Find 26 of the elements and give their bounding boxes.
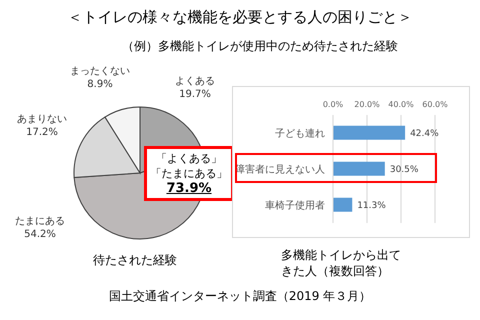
callout-box: 「よくある」 「たまにある」 73.9%	[144, 146, 234, 201]
text: 国土交通省インターネット調査（2019 年３月）	[108, 288, 372, 305]
data-label: 17.2%	[26, 127, 58, 138]
x-axis-title: 多機能トイレから出てきた人（複数回答）	[281, 247, 402, 279]
text: 待たされた経験	[92, 252, 178, 269]
x-tick-label: 40.0%	[388, 100, 414, 109]
data-label: 42.4%	[410, 128, 440, 139]
x-tick-label: 60.0%	[422, 100, 448, 109]
slice-label: たまにある	[15, 216, 65, 227]
x-tick-label: 0.0%	[322, 100, 344, 109]
data-label: 30.5%	[390, 164, 419, 175]
data-label: 54.2%	[24, 229, 56, 240]
bar	[333, 162, 385, 176]
data-label: 11.3%	[357, 200, 386, 211]
x-tick-label: 20.0%	[354, 100, 380, 109]
data-label: 8.9%	[87, 79, 113, 90]
slice-label: よくある	[175, 76, 215, 87]
slice-label: あまりない	[17, 114, 67, 125]
data-label: 19.7%	[179, 89, 211, 100]
y-tick-label: 車椅子使用者	[265, 200, 325, 212]
chart-title: ＜トイレの様々な機能を必要とする人の困りごと＞	[66, 8, 414, 27]
text: （例）多機能トイレが使用中のため待たされた経験	[121, 38, 399, 55]
slice-label: まったくない	[70, 66, 130, 77]
bar	[333, 198, 352, 212]
bar	[333, 126, 406, 140]
y-tick-label: 子ども連れ	[275, 128, 325, 140]
